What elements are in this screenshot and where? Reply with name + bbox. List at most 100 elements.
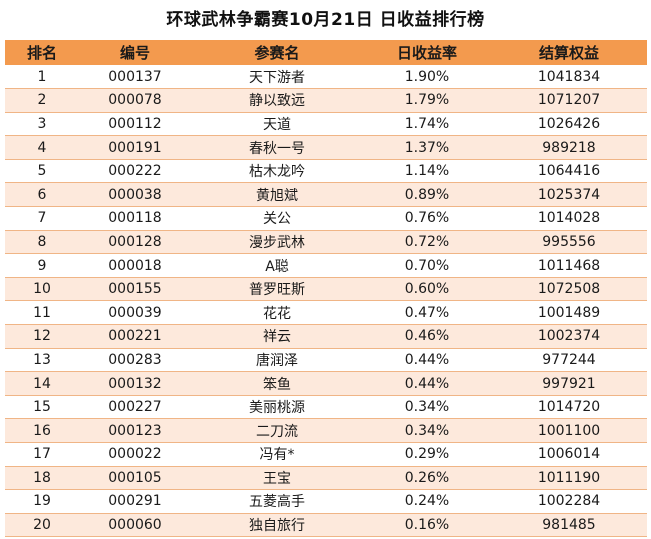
table-row: 8 000128 漫步武林 0.72% 995556 bbox=[5, 230, 647, 255]
cell-equity: 1001489 bbox=[491, 300, 647, 326]
cell-equity: 1002284 bbox=[491, 489, 647, 514]
cell-daily-return: 0.89% bbox=[363, 182, 491, 208]
cell-equity: 1026426 bbox=[491, 112, 647, 137]
cell-id: 000018 bbox=[79, 253, 191, 278]
table-row: 19 000291 五菱高手 0.24% 1002284 bbox=[5, 489, 647, 514]
cell-rank: 1 bbox=[5, 65, 79, 90]
cell-daily-return: 0.34% bbox=[363, 418, 491, 443]
cell-id: 000191 bbox=[79, 135, 191, 160]
table-body: 1 000137 天下游者 1.90% 1041834 2 000078 静以致远 1.79% 1… bbox=[5, 65, 647, 538]
cell-name: 独自旅行 bbox=[191, 513, 363, 538]
table-row: 6 000038 黄旭斌 0.89% 1025374 bbox=[5, 182, 647, 208]
cell-rank: 8 bbox=[5, 230, 79, 255]
cell-name: 王宝 bbox=[191, 466, 363, 491]
cell-equity: 1011468 bbox=[491, 253, 647, 278]
header-equity: 结算权益 bbox=[491, 40, 647, 66]
cell-name: A聪 bbox=[191, 253, 363, 278]
table-row: 7 000118 关公 0.76% 1014028 bbox=[5, 206, 647, 231]
table-row: 2 000078 静以致远 1.79% 1071207 bbox=[5, 88, 647, 113]
cell-rank: 13 bbox=[5, 348, 79, 373]
cell-daily-return: 0.34% bbox=[363, 395, 491, 420]
cell-id: 000039 bbox=[79, 300, 191, 326]
header-row: 排名 编号 参赛名 日收益率 结算权益 bbox=[5, 40, 647, 66]
cell-id: 000222 bbox=[79, 159, 191, 184]
cell-name: 天下游者 bbox=[191, 65, 363, 90]
cell-daily-return: 0.44% bbox=[363, 371, 491, 396]
cell-name: 花花 bbox=[191, 300, 363, 326]
cell-rank: 9 bbox=[5, 253, 79, 278]
table-row: 10 000155 普罗旺斯 0.60% 1072508 bbox=[5, 277, 647, 302]
cell-rank: 18 bbox=[5, 466, 79, 491]
cell-equity: 1014028 bbox=[491, 206, 647, 231]
cell-equity: 1072508 bbox=[491, 277, 647, 302]
cell-equity: 1002374 bbox=[491, 324, 647, 349]
cell-rank: 5 bbox=[5, 159, 79, 184]
cell-equity: 977244 bbox=[491, 348, 647, 373]
cell-daily-return: 1.74% bbox=[363, 112, 491, 137]
table-row: 14 000132 笨鱼 0.44% 997921 bbox=[5, 371, 647, 396]
cell-rank: 2 bbox=[5, 88, 79, 113]
cell-equity: 1064416 bbox=[491, 159, 647, 184]
cell-name: 黄旭斌 bbox=[191, 182, 363, 208]
table-row: 3 000112 天道 1.74% 1026426 bbox=[5, 112, 647, 137]
table-row: 1 000137 天下游者 1.90% 1041834 bbox=[5, 65, 647, 90]
cell-daily-return: 0.47% bbox=[363, 300, 491, 326]
cell-name: 五菱高手 bbox=[191, 489, 363, 514]
cell-daily-return: 1.79% bbox=[363, 88, 491, 113]
cell-id: 000118 bbox=[79, 206, 191, 231]
cell-name: 枯木龙吟 bbox=[191, 159, 363, 184]
cell-id: 000227 bbox=[79, 395, 191, 420]
cell-equity: 1001100 bbox=[491, 418, 647, 443]
header-name: 参赛名 bbox=[191, 40, 363, 66]
cell-equity: 995556 bbox=[491, 230, 647, 255]
cell-daily-return: 0.24% bbox=[363, 489, 491, 514]
cell-rank: 20 bbox=[5, 513, 79, 538]
table-row: 12 000221 祥云 0.46% 1002374 bbox=[5, 324, 647, 349]
cell-rank: 12 bbox=[5, 324, 79, 349]
cell-name: 美丽桃源 bbox=[191, 395, 363, 420]
table-row: 18 000105 王宝 0.26% 1011190 bbox=[5, 466, 647, 491]
cell-daily-return: 0.29% bbox=[363, 442, 491, 467]
cell-equity: 981485 bbox=[491, 513, 647, 538]
cell-rank: 4 bbox=[5, 135, 79, 160]
cell-id: 000105 bbox=[79, 466, 191, 491]
cell-rank: 10 bbox=[5, 277, 79, 302]
cell-name: 天道 bbox=[191, 112, 363, 137]
cell-id: 000132 bbox=[79, 371, 191, 396]
table-header: 排名 编号 参赛名 日收益率 结算权益 bbox=[5, 40, 647, 66]
table-row: 11 000039 花花 0.47% 1001489 bbox=[5, 300, 647, 326]
cell-rank: 7 bbox=[5, 206, 79, 231]
cell-daily-return: 0.26% bbox=[363, 466, 491, 491]
cell-daily-return: 1.14% bbox=[363, 159, 491, 184]
cell-id: 000291 bbox=[79, 489, 191, 514]
table-row: 5 000222 枯木龙吟 1.14% 1064416 bbox=[5, 159, 647, 184]
cell-daily-return: 1.37% bbox=[363, 135, 491, 160]
cell-name: 漫步武林 bbox=[191, 230, 363, 255]
page-title: 环球武林争霸赛10月21日 日收益排行榜 bbox=[166, 10, 485, 30]
cell-equity: 997921 bbox=[491, 371, 647, 396]
header-id: 编号 bbox=[79, 40, 191, 66]
table-row: 16 000123 二刀流 0.34% 1001100 bbox=[5, 418, 647, 443]
cell-id: 000137 bbox=[79, 65, 191, 90]
cell-rank: 19 bbox=[5, 489, 79, 514]
cell-id: 000038 bbox=[79, 182, 191, 208]
table-row: 15 000227 美丽桃源 0.34% 1014720 bbox=[5, 395, 647, 420]
cell-daily-return: 1.90% bbox=[363, 65, 491, 90]
cell-rank: 17 bbox=[5, 442, 79, 467]
ranking-table: 排名 编号 参赛名 日收益率 结算权益 1 000137 天下游者 1.90% 1041… bbox=[5, 40, 647, 538]
table-row: 4 000191 春秋一号 1.37% 989218 bbox=[5, 135, 647, 160]
cell-id: 000155 bbox=[79, 277, 191, 302]
cell-equity: 1025374 bbox=[491, 182, 647, 208]
cell-rank: 16 bbox=[5, 418, 79, 443]
cell-daily-return: 0.70% bbox=[363, 253, 491, 278]
cell-equity: 1006014 bbox=[491, 442, 647, 467]
header-daily-return: 日收益率 bbox=[363, 40, 491, 66]
cell-rank: 3 bbox=[5, 112, 79, 137]
cell-equity: 1014720 bbox=[491, 395, 647, 420]
cell-id: 000078 bbox=[79, 88, 191, 113]
cell-name: 唐润泽 bbox=[191, 348, 363, 373]
cell-id: 000128 bbox=[79, 230, 191, 255]
cell-name: 冯有* bbox=[191, 442, 363, 467]
cell-rank: 15 bbox=[5, 395, 79, 420]
cell-equity: 1041834 bbox=[491, 65, 647, 90]
